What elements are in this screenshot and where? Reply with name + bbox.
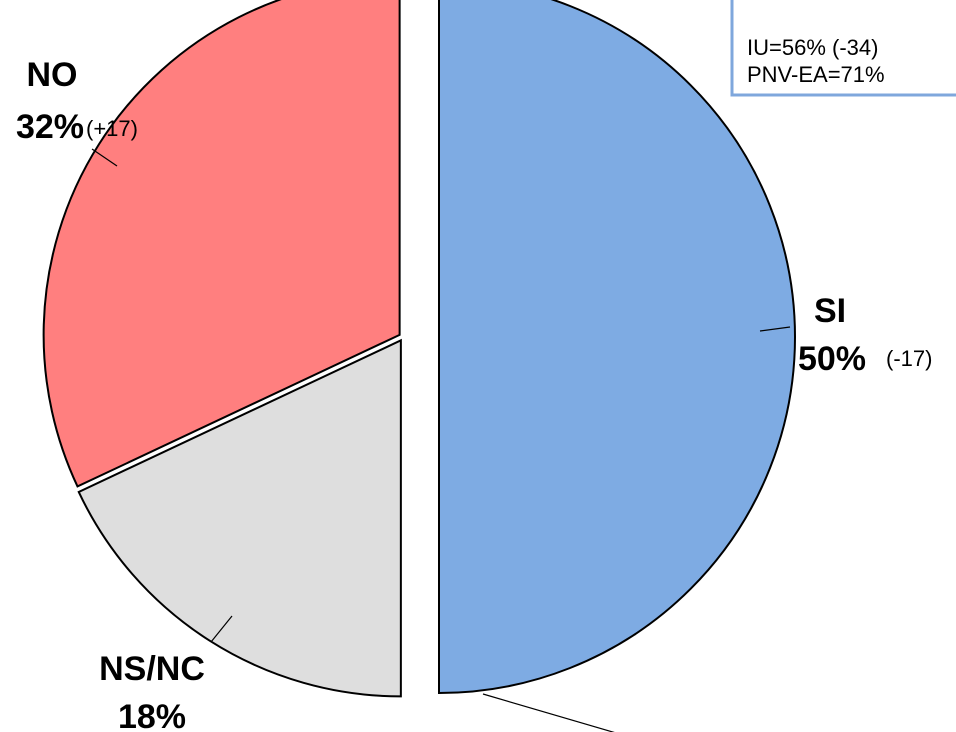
annotation-line-iu: IU=56% (-34) — [747, 35, 878, 60]
leader-line-no — [91, 148, 118, 167]
annotation-box: IU=56% (-34) PNV-EA=71% — [730, 0, 956, 97]
pie-slice-si — [438, 0, 796, 695]
slice-value-no: 32% — [16, 108, 84, 146]
slice-value-nsnc: 18% — [118, 698, 186, 732]
leader-lines — [91, 148, 791, 732]
leader-line-nsnc — [210, 615, 233, 643]
pie-slices — [42, 0, 796, 698]
leader-line-bottom — [482, 693, 615, 732]
pie-slice-no — [42, 0, 401, 488]
annotation-box-frame — [730, 0, 956, 97]
slice-change-si: (-17) — [886, 346, 932, 371]
slice-label-si: SI — [814, 292, 846, 330]
slice-change-no: (+17) — [86, 116, 138, 141]
slice-labels: SI 50% (-17) NO 32% (+17) NS/NC 18% — [16, 56, 932, 732]
slice-value-si: 50% — [798, 340, 866, 378]
leader-line-si — [759, 326, 791, 332]
pie-slice-nsnc — [77, 338, 402, 698]
slice-label-nsnc: NS/NC — [99, 650, 205, 688]
annotation-line-pnv: PNV-EA=71% — [747, 62, 885, 87]
slice-label-no: NO — [27, 56, 78, 94]
